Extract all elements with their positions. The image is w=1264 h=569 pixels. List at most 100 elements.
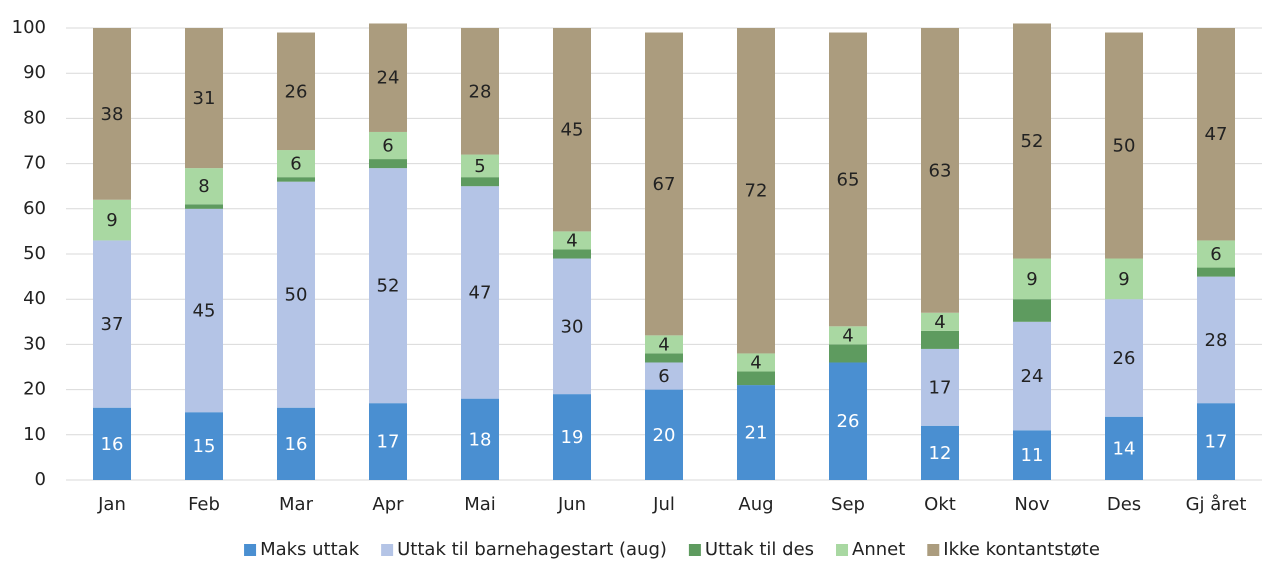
legend-swatch	[688, 544, 701, 556]
bar-segment	[1013, 258, 1051, 300]
x-tick-label: Jan	[97, 494, 126, 515]
bar-segment	[93, 240, 131, 408]
y-tick-label: 0	[35, 469, 46, 490]
bar-segment	[1013, 321, 1051, 431]
data-label: 38	[101, 104, 124, 125]
legend-swatch	[927, 544, 940, 556]
bar-segment	[369, 168, 407, 404]
bar-segment	[737, 28, 775, 354]
bar-segment	[185, 208, 223, 413]
bar-segment	[553, 258, 591, 395]
y-tick-label: 40	[23, 288, 46, 309]
bar-segment	[1105, 299, 1143, 417]
data-label: 45	[193, 301, 216, 322]
bar-segment	[737, 385, 775, 480]
data-label: 16	[101, 434, 124, 455]
bar-segment	[461, 186, 499, 399]
data-label: 50	[1113, 136, 1136, 157]
data-label: 16	[285, 434, 308, 455]
bar-segment	[645, 335, 683, 354]
legend-label: Annet	[852, 539, 905, 560]
bar-segment	[1197, 403, 1235, 480]
data-label: 50	[285, 285, 308, 306]
bar-segment	[921, 28, 959, 313]
bar-segment	[553, 394, 591, 480]
legend-swatch	[244, 544, 257, 556]
bar-segment	[1105, 416, 1143, 480]
bar-segment	[277, 177, 315, 182]
data-label: 14	[1113, 438, 1136, 459]
data-label: 12	[929, 443, 952, 464]
data-label: 24	[1021, 366, 1044, 387]
bar-segment	[1013, 430, 1051, 480]
y-tick-label: 10	[23, 424, 46, 445]
data-label: 9	[106, 210, 117, 231]
bar-segment	[369, 131, 407, 160]
data-label: 4	[566, 230, 577, 251]
bar-segment	[921, 425, 959, 480]
y-tick-label: 70	[23, 153, 46, 174]
data-label: 6	[658, 366, 669, 387]
x-tick-label: Mai	[464, 494, 496, 515]
data-label: 31	[193, 88, 216, 109]
data-label: 30	[561, 316, 584, 337]
bar-segment	[1197, 276, 1235, 404]
bar-segment	[461, 177, 499, 187]
bar-segment	[645, 353, 683, 363]
y-tick-label: 80	[23, 107, 46, 128]
bar-segment	[277, 181, 315, 408]
data-label: 9	[1026, 269, 1037, 290]
data-label: 65	[837, 169, 860, 190]
data-label: 15	[193, 436, 216, 457]
x-tick-label: Des	[1107, 494, 1141, 515]
bar-segment	[185, 168, 223, 205]
bar-segment	[1105, 32, 1143, 259]
bar-segment	[1013, 299, 1051, 322]
data-label: 26	[285, 81, 308, 102]
data-label: 52	[377, 276, 400, 297]
data-label: 6	[1210, 244, 1221, 265]
y-tick-label: 30	[23, 333, 46, 354]
bar-segment	[185, 28, 223, 169]
data-label: 72	[745, 181, 768, 202]
bar-segment	[1105, 258, 1143, 300]
legend-label: Uttak til des	[705, 539, 814, 560]
data-label: 4	[750, 352, 761, 373]
x-tick-label: Okt	[924, 494, 956, 515]
x-tick-label: Gj året	[1186, 494, 1247, 515]
x-tick-label: Sep	[831, 494, 865, 515]
bar-segment	[645, 362, 683, 390]
data-label: 6	[290, 154, 301, 175]
data-label: 17	[377, 432, 400, 453]
bar-segment	[829, 32, 867, 327]
data-label: 6	[382, 136, 393, 157]
legend-label: Ikke kontantstøte	[943, 539, 1100, 560]
data-label: 52	[1021, 131, 1044, 152]
x-tick-label: Aug	[738, 494, 773, 515]
bar-segment	[1197, 240, 1235, 268]
bar-segment	[277, 150, 315, 178]
bar-segment	[553, 249, 591, 259]
legend: Maks uttak Uttak til barnehagestart (aug)…	[244, 539, 1100, 560]
bar-segment	[645, 32, 683, 336]
data-label: 5	[474, 156, 485, 177]
bar-segment	[1197, 28, 1235, 241]
bar-segment	[1013, 23, 1051, 259]
bar-segment	[93, 28, 131, 200]
bar-segment	[829, 326, 867, 345]
data-label: 17	[1205, 432, 1228, 453]
bar-segment	[553, 231, 591, 250]
data-label: 45	[561, 120, 584, 141]
data-label: 24	[377, 68, 400, 89]
data-label: 8	[198, 176, 209, 197]
data-label: 19	[561, 427, 584, 448]
legend-label: Maks uttak	[260, 539, 360, 560]
bar-segment	[921, 330, 959, 349]
data-label: 4	[842, 325, 853, 346]
data-label: 47	[469, 282, 492, 303]
y-tick-label: 90	[23, 62, 46, 83]
bar-segment	[185, 412, 223, 480]
bar-segment	[277, 407, 315, 480]
x-tick-label: Jul	[652, 494, 675, 515]
